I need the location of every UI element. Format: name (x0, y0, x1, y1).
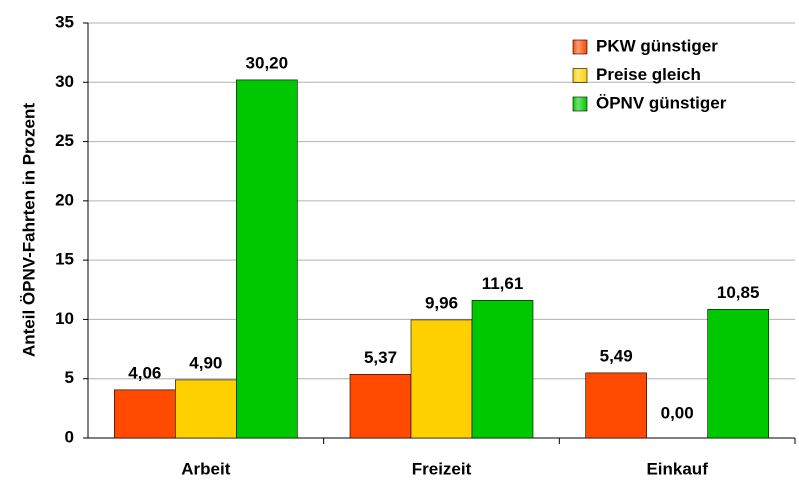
value-label: 9,96 (425, 293, 458, 312)
legend-swatch (572, 39, 588, 55)
value-label: 4,06 (128, 363, 161, 382)
y-tick-label: 15 (55, 250, 74, 269)
value-label: 5,49 (600, 346, 633, 365)
bar-shade (410, 319, 473, 439)
value-label: 30,20 (246, 53, 289, 72)
legend-swatch (572, 96, 588, 112)
value-label: 11,61 (482, 274, 524, 293)
legend-label: PKW günstiger (596, 36, 718, 55)
legend-label: Preise gleich (596, 65, 701, 84)
y-tick-label: 10 (55, 309, 74, 328)
bar-shade (114, 389, 176, 439)
legend-label: ÖPNV günstiger (596, 93, 727, 112)
y-tick-label: 0 (65, 427, 74, 446)
y-tick-label: 35 (55, 12, 74, 31)
bar-shade (175, 379, 237, 439)
value-label: 10,85 (717, 283, 760, 302)
y-tick-label: 20 (55, 190, 74, 209)
bar-shade (471, 300, 534, 439)
bar-shade (585, 372, 647, 439)
x-tick-label: Einkauf (646, 459, 708, 478)
y-tick-label: 30 (55, 72, 74, 91)
value-label: 4,90 (189, 353, 222, 372)
legend-swatch (572, 68, 588, 83)
y-tick-label: 25 (55, 131, 74, 150)
bar-shade (349, 374, 412, 439)
y-tick-label: 5 (65, 368, 74, 387)
bar-shade (707, 309, 769, 439)
value-label: 5,37 (364, 348, 397, 367)
x-tick-label: Arbeit (181, 459, 230, 478)
y-axis-label: Anteil ÖPNV-Fahrten in Prozent (19, 103, 38, 357)
bar-shade (236, 79, 298, 439)
x-tick-label: Freizeit (412, 459, 472, 478)
value-label: 0,00 (661, 403, 694, 422)
